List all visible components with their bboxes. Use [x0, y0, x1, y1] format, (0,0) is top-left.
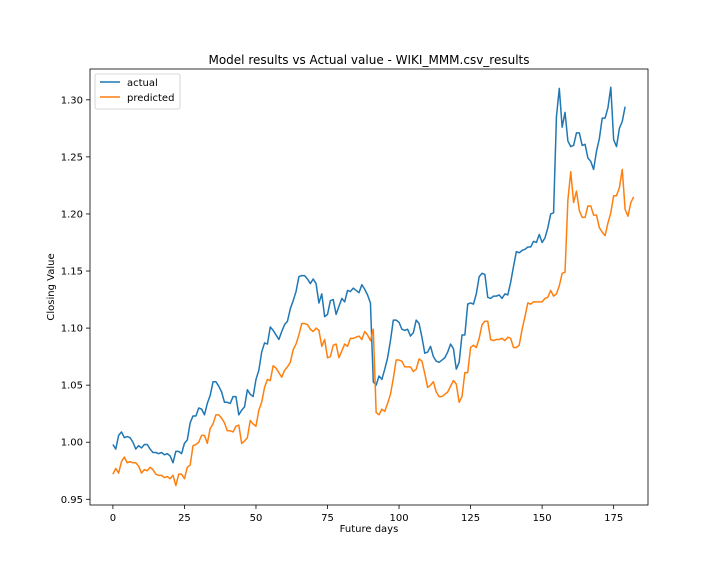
x-axis-label: Future days — [340, 524, 399, 535]
x-tick-label: 25 — [178, 513, 191, 524]
x-tick-label: 75 — [321, 513, 334, 524]
x-tick-label: 100 — [389, 513, 408, 524]
x-tick-label: 0 — [110, 513, 116, 524]
y-tick-label: 1.20 — [61, 209, 83, 220]
y-tick-label: 1.15 — [61, 267, 83, 278]
y-tick-label: 1.05 — [61, 381, 83, 392]
x-tick-label: 150 — [533, 513, 552, 524]
y-tick-label: 1.00 — [61, 438, 83, 449]
legend: actual predicted — [95, 74, 180, 109]
x-tick-label: 125 — [461, 513, 480, 524]
x-tick-label: 50 — [250, 513, 263, 524]
chart-title: Model results vs Actual value - WIKI_MMM… — [208, 53, 529, 67]
y-tick-label: 0.95 — [61, 495, 83, 506]
y-axis-label: Closing Value — [46, 253, 57, 320]
y-tick-label: 1.25 — [61, 152, 83, 163]
legend-label-actual: actual — [127, 78, 158, 89]
y-tick-label: 1.30 — [61, 95, 83, 106]
y-tick-label: 1.10 — [61, 324, 83, 335]
legend-label-predicted: predicted — [127, 93, 174, 104]
x-tick-label: 175 — [604, 513, 623, 524]
